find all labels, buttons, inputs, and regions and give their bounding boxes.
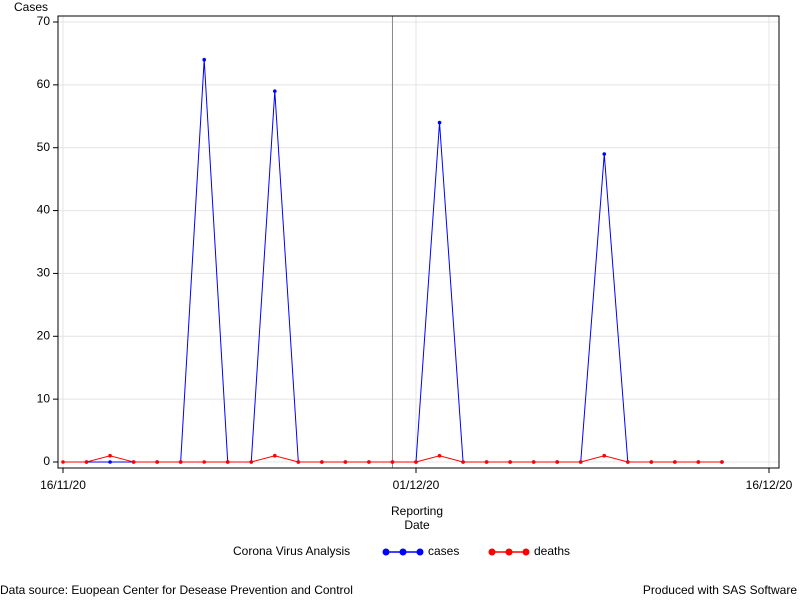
legend-label: deaths xyxy=(534,544,570,558)
legend-marker xyxy=(399,548,407,556)
data-point xyxy=(484,460,489,464)
legend-label: cases xyxy=(428,544,459,558)
y-tick-label: 40 xyxy=(37,203,51,217)
legend-marker xyxy=(488,548,496,556)
footnote-left: Data source: Euopean Center for Desease … xyxy=(0,583,353,597)
footnote-right: Produced with SAS Software xyxy=(643,583,797,597)
data-point xyxy=(320,460,324,464)
data-point xyxy=(414,460,418,464)
y-tick-label: 20 xyxy=(37,328,51,342)
y-tick-label: 50 xyxy=(37,140,51,154)
data-point xyxy=(108,453,112,458)
series-line xyxy=(86,59,722,463)
data-point xyxy=(273,453,277,458)
data-point xyxy=(602,152,607,156)
data-point xyxy=(531,460,536,464)
data-point xyxy=(108,460,112,464)
data-point xyxy=(273,89,277,93)
data-point xyxy=(437,120,442,125)
data-point xyxy=(202,57,206,62)
data-point xyxy=(367,460,371,464)
data-point xyxy=(602,453,607,458)
y-tick-label: 10 xyxy=(37,391,51,405)
data-point xyxy=(178,460,183,464)
data-point xyxy=(390,460,395,464)
data-point xyxy=(673,460,677,464)
y-tick-label: 30 xyxy=(37,266,51,280)
data-point xyxy=(696,460,701,464)
data-point xyxy=(555,460,559,464)
plot-frame xyxy=(57,15,780,469)
legend-marker xyxy=(505,548,513,556)
x-tick-label: 16/11/20 xyxy=(40,478,86,492)
x-tick-label: 01/12/20 xyxy=(393,478,440,492)
y-tick-label: 0 xyxy=(43,454,50,468)
data-point xyxy=(461,460,465,464)
data-point xyxy=(626,460,630,464)
data-point xyxy=(343,460,348,464)
data-point xyxy=(225,460,230,464)
legend-marker xyxy=(522,548,530,556)
data-point xyxy=(508,460,512,464)
legend-marker xyxy=(416,548,424,556)
data-point xyxy=(202,460,206,464)
x-tick-label: 16/12/20 xyxy=(746,478,793,492)
y-tick-label: 70 xyxy=(37,14,51,28)
y-axis-label: Cases xyxy=(14,0,48,14)
data-point xyxy=(649,460,654,464)
data-point xyxy=(155,460,159,464)
y-tick-label: 60 xyxy=(37,77,51,91)
data-point xyxy=(720,460,724,464)
data-point xyxy=(578,460,583,464)
legend-title: Corona Virus Analysis xyxy=(233,544,350,558)
x-axis-label: Reporting Date xyxy=(390,504,444,532)
data-point xyxy=(61,460,65,464)
data-point xyxy=(131,460,136,464)
data-point xyxy=(296,460,301,464)
legend-marker xyxy=(382,548,390,556)
data-point xyxy=(249,460,254,464)
data-point xyxy=(437,453,442,458)
data-point xyxy=(84,460,89,464)
